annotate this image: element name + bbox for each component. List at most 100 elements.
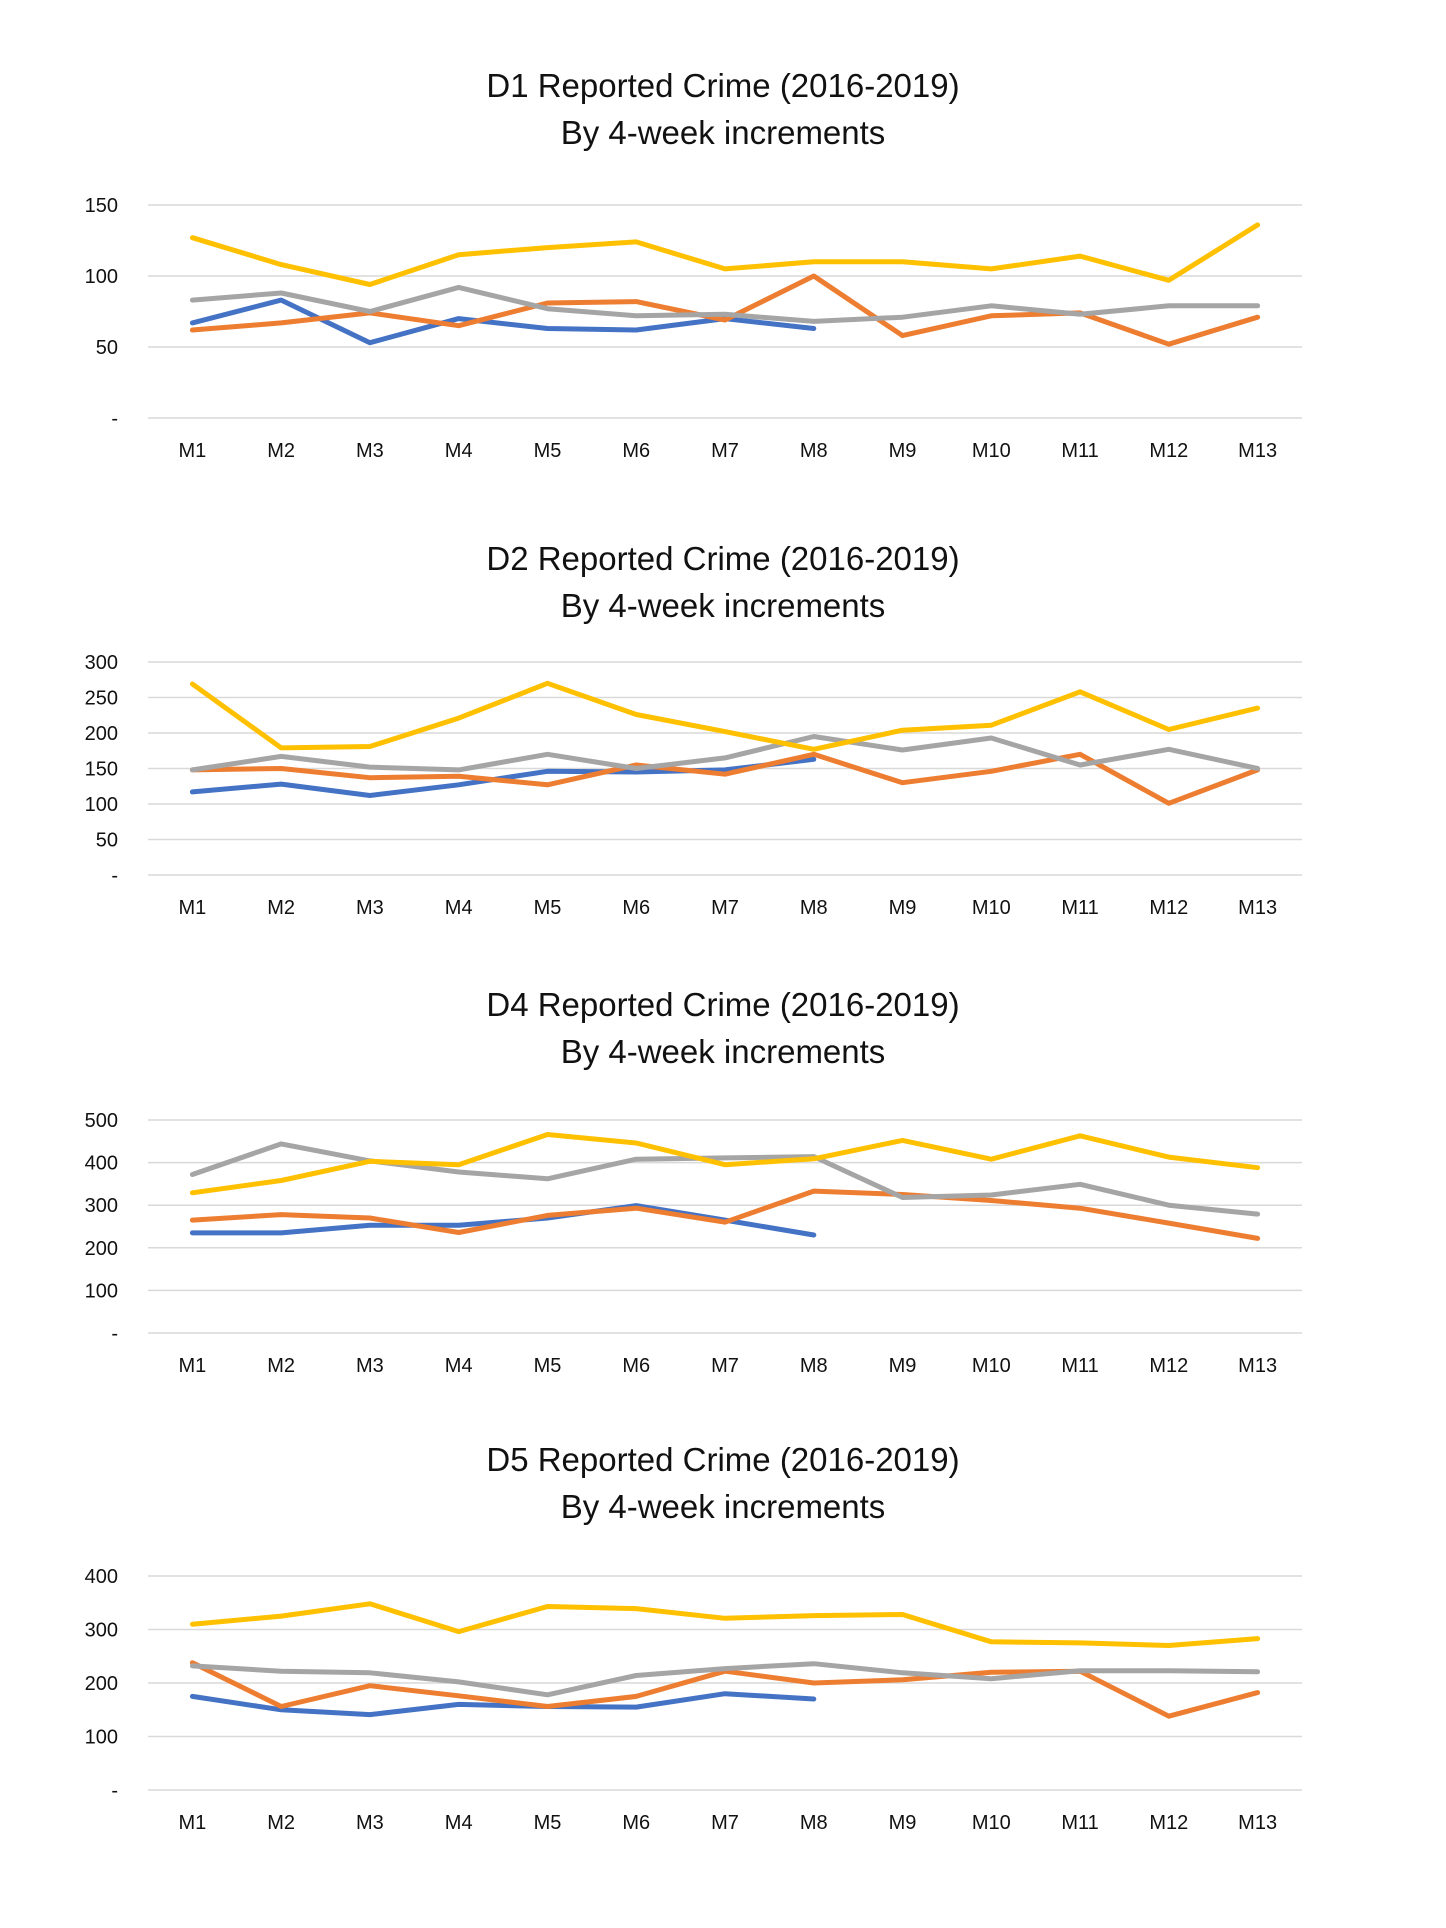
x-tick-label: M8	[800, 1355, 828, 1377]
x-tick-label: M4	[445, 1812, 473, 1834]
x-tick-label: M13	[1238, 897, 1277, 919]
x-tick-label: M1	[178, 897, 206, 919]
y-tick-label: 500	[85, 1110, 118, 1132]
x-tick-label: M5	[534, 440, 562, 462]
x-tick-label: M4	[445, 1355, 473, 1377]
x-tick-label: M7	[711, 897, 739, 919]
y-tick-label: 200	[85, 1673, 118, 1695]
x-tick-label: M4	[445, 440, 473, 462]
chart-title: D4 Reported Crime (2016-2019) By 4-week …	[0, 981, 1446, 1075]
y-tick-label: -	[111, 1780, 118, 1802]
x-tick-label: M12	[1149, 440, 1188, 462]
x-tick-label: M1	[178, 440, 206, 462]
x-tick-label: M11	[1061, 897, 1098, 919]
x-tick-label: M9	[889, 897, 917, 919]
y-tick-label: -	[111, 408, 118, 430]
chart-plot: - 50 100 150 M1 M2 M3 M4 M5 M6 M7 M8 M9 M10 M11 M12 M13	[85, 195, 1302, 462]
x-tick-label: M11	[1061, 1812, 1098, 1834]
x-tick-label: M2	[267, 1355, 295, 1377]
x-tick-label: M4	[445, 897, 473, 919]
y-tick-label: 100	[85, 794, 118, 816]
x-tick-label: M9	[889, 440, 917, 462]
series-line-3	[189, 734, 1261, 773]
chart-title: D1 Reported Crime (2016-2019) By 4-week …	[0, 62, 1446, 156]
x-tick-label: M7	[711, 440, 739, 462]
x-tick-label: M6	[622, 440, 650, 462]
x-tick-label: M10	[972, 440, 1011, 462]
chart-subtitle-line: By 4-week increments	[560, 587, 886, 624]
y-tick-label: -	[111, 1323, 118, 1345]
y-tick-label: 400	[85, 1153, 118, 1175]
chart-title-line: D4 Reported Crime (2016-2019)	[486, 986, 960, 1023]
x-tick-label: M13	[1238, 1355, 1277, 1377]
x-tick-label: M11	[1061, 440, 1098, 462]
chart-subtitle-line: By 4-week increments	[560, 1033, 886, 1070]
series-line-3	[189, 284, 1261, 324]
series-line-2	[189, 1188, 1261, 1241]
x-tick-label: M6	[622, 1812, 650, 1834]
y-tick-label: -	[111, 865, 118, 887]
x-tick-label: M7	[711, 1812, 739, 1834]
y-tick-label: 50	[96, 830, 118, 852]
series-line-4	[189, 680, 1261, 752]
x-tick-label: M1	[178, 1355, 206, 1377]
chart-subtitle-line: By 4-week increments	[560, 114, 886, 151]
x-tick-label: M13	[1238, 440, 1277, 462]
x-tick-label: M11	[1061, 1355, 1098, 1377]
x-tick-label: M3	[356, 897, 384, 919]
series-line-1	[189, 1691, 817, 1718]
y-tick-label: 150	[85, 759, 118, 781]
chart-title-line: D2 Reported Crime (2016-2019)	[486, 540, 960, 577]
chart-plot: - 100 200 300 400 500 M1 M2 M3 M4 M5 M6 M7 M8 M9 M10 M11…	[85, 1110, 1302, 1377]
x-tick-label: M6	[622, 1355, 650, 1377]
x-tick-label: M8	[800, 440, 828, 462]
x-tick-label: M2	[267, 440, 295, 462]
x-tick-label: M8	[800, 897, 828, 919]
y-tick-label: 400	[85, 1566, 118, 1588]
x-tick-label: M5	[534, 1355, 562, 1377]
y-tick-label: 100	[85, 1280, 118, 1302]
x-tick-label: M5	[534, 897, 562, 919]
series-line-1	[189, 297, 817, 346]
y-tick-label: 100	[85, 266, 118, 288]
series-line-4	[189, 1132, 1261, 1196]
chart-title-line: D5 Reported Crime (2016-2019)	[486, 1441, 960, 1478]
x-tick-label: M2	[267, 1812, 295, 1834]
y-tick-label: 300	[85, 1620, 118, 1642]
x-tick-label: M7	[711, 1355, 739, 1377]
y-tick-label: 250	[85, 688, 118, 710]
chart-plot: - 100 200 300 400 M1 M2 M3 M4 M5 M6 M7 M8 M9 M10 M11 M12…	[85, 1566, 1302, 1834]
x-tick-label: M10	[972, 1812, 1011, 1834]
y-tick-label: 150	[85, 195, 118, 217]
chart-title-line: D1 Reported Crime (2016-2019)	[486, 67, 960, 104]
x-tick-label: M6	[622, 897, 650, 919]
series-line-3	[189, 1661, 1261, 1698]
y-tick-label: 50	[96, 337, 118, 359]
x-tick-label: M5	[534, 1812, 562, 1834]
series-line-4	[189, 1601, 1261, 1648]
series-line-2	[189, 751, 1261, 806]
x-tick-label: M12	[1149, 1355, 1188, 1377]
x-tick-label: M9	[889, 1355, 917, 1377]
y-tick-label: 300	[85, 1195, 118, 1217]
y-tick-label: 100	[85, 1727, 118, 1749]
y-tick-label: 200	[85, 1238, 118, 1260]
x-tick-label: M9	[889, 1812, 917, 1834]
x-tick-label: M3	[356, 1355, 384, 1377]
x-tick-label: M3	[356, 440, 384, 462]
x-tick-label: M2	[267, 897, 295, 919]
chart-title: D5 Reported Crime (2016-2019) By 4-week …	[0, 1436, 1446, 1530]
y-tick-label: 200	[85, 723, 118, 745]
x-tick-label: M10	[972, 1355, 1011, 1377]
x-tick-label: M10	[972, 897, 1011, 919]
y-tick-label: 300	[85, 652, 118, 674]
x-tick-label: M13	[1238, 1812, 1277, 1834]
chart-subtitle-line: By 4-week increments	[560, 1488, 886, 1525]
x-tick-label: M12	[1149, 897, 1188, 919]
x-tick-label: M3	[356, 1812, 384, 1834]
series-line-4	[189, 222, 1261, 287]
x-tick-label: M8	[800, 1812, 828, 1834]
chart-plot: - 50 100 150 200 250 300 M1 M2 M3 M4 M5 M6 M7 M8 M9 M10 M…	[85, 652, 1302, 919]
x-tick-label: M12	[1149, 1812, 1188, 1834]
